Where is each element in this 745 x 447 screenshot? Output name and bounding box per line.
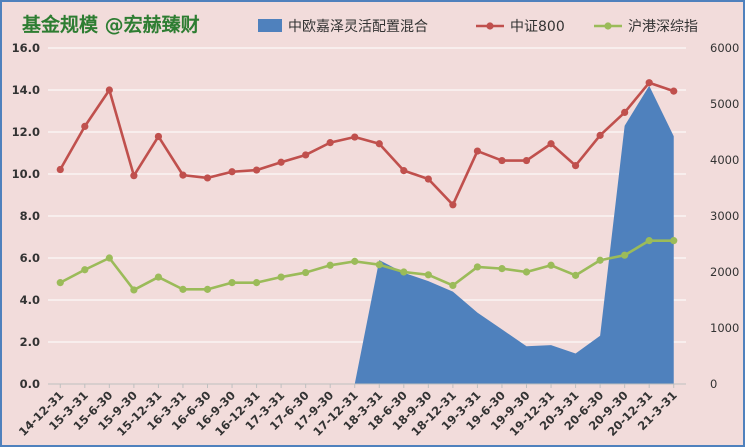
area-layer	[354, 85, 674, 385]
data-point	[130, 286, 138, 294]
data-point	[302, 151, 310, 159]
data-point	[56, 279, 64, 287]
data-point	[203, 174, 212, 182]
data-point	[473, 147, 482, 155]
left-axis-tick-label: 16.0	[12, 41, 40, 55]
right-axis-tick-label: 0	[710, 377, 717, 391]
data-point	[400, 268, 408, 276]
data-point	[571, 162, 580, 170]
area-series-0	[354, 85, 674, 385]
data-point	[522, 156, 531, 165]
data-point	[670, 237, 678, 245]
left-axis-tick-label: 10.0	[12, 167, 40, 181]
left-axis-tick-label: 4.0	[20, 293, 40, 307]
data-point	[105, 86, 113, 94]
legend-label: 中欧嘉泽灵活配置混合	[288, 19, 428, 35]
left-axis-tick-label: 0.0	[20, 377, 40, 391]
legend-swatch-area	[258, 19, 282, 32]
data-point	[252, 166, 261, 174]
data-point	[596, 256, 604, 264]
legend-label: 中证800	[510, 19, 565, 35]
right-axis-tick-label: 4000	[710, 153, 739, 167]
data-point	[645, 79, 653, 87]
data-point	[277, 158, 285, 166]
left-axis-tick-label: 14.0	[12, 83, 40, 97]
right-axis-tick-label: 5000	[710, 97, 739, 111]
data-point	[498, 156, 506, 165]
data-point	[621, 251, 629, 259]
data-point	[179, 285, 187, 293]
left-axis-tick-label: 8.0	[20, 209, 40, 223]
data-point	[547, 261, 555, 269]
data-point	[400, 167, 408, 175]
data-point	[375, 140, 383, 148]
line-series-2	[59, 239, 674, 292]
data-point	[351, 133, 359, 141]
data-point	[547, 140, 555, 148]
data-point	[449, 281, 457, 290]
legend-layer: 中欧嘉泽灵活配置混合 中证800 沪港深综指	[258, 19, 698, 35]
data-point	[203, 285, 212, 293]
right-axis-tick-label: 1000	[710, 321, 739, 335]
right-axis-tick-label: 3000	[710, 209, 739, 223]
data-point	[424, 271, 432, 279]
data-point	[228, 168, 236, 176]
data-point	[473, 263, 482, 271]
left-axis-tick-label: 2.0	[20, 335, 40, 349]
chart-title: 基金规模 @宏赫臻财	[21, 13, 200, 36]
left-axis-tick-label: 6.0	[20, 251, 40, 265]
data-point	[252, 279, 261, 287]
data-point	[154, 132, 163, 141]
data-point	[670, 87, 678, 95]
data-point	[105, 254, 113, 262]
data-point	[498, 265, 506, 273]
left-axis-tick-label: 12.0	[12, 125, 40, 139]
right-axis-tick-label: 6000	[710, 41, 739, 55]
data-point	[179, 171, 187, 179]
grid-layer	[48, 47, 686, 385]
data-point	[154, 273, 163, 281]
line-series-1	[59, 81, 675, 207]
data-point	[56, 165, 64, 174]
data-point	[81, 122, 89, 130]
data-point	[130, 172, 138, 180]
data-point	[351, 257, 359, 265]
data-point	[228, 279, 236, 287]
data-point	[596, 131, 604, 139]
data-point	[449, 201, 457, 209]
data-point	[302, 268, 310, 277]
data-point	[326, 261, 334, 269]
data-point	[645, 237, 653, 245]
legend-swatch-marker	[604, 22, 612, 30]
legend-label: 沪港深综指	[628, 19, 698, 35]
data-point	[424, 175, 432, 183]
data-point	[621, 108, 629, 116]
legend-swatch-marker	[486, 22, 494, 30]
line-layer	[56, 79, 678, 294]
data-point	[277, 273, 285, 281]
data-point	[571, 271, 580, 279]
data-point	[81, 266, 89, 274]
data-point	[326, 139, 334, 147]
data-point	[375, 261, 383, 269]
data-point	[522, 268, 531, 276]
axis-layer: 0.0 2.0 4.0 6.0 8.0 10.0 12.0 14.0 16.0 0 1000 2000…	[12, 41, 740, 439]
right-axis-tick-label: 2000	[710, 265, 739, 279]
